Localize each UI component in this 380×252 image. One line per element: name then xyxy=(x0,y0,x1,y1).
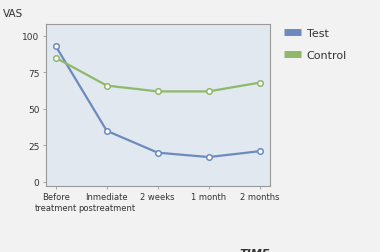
Text: TIME: TIME xyxy=(239,248,270,252)
Y-axis label: VAS: VAS xyxy=(3,9,23,19)
Legend: Test, Control: Test, Control xyxy=(284,29,347,60)
